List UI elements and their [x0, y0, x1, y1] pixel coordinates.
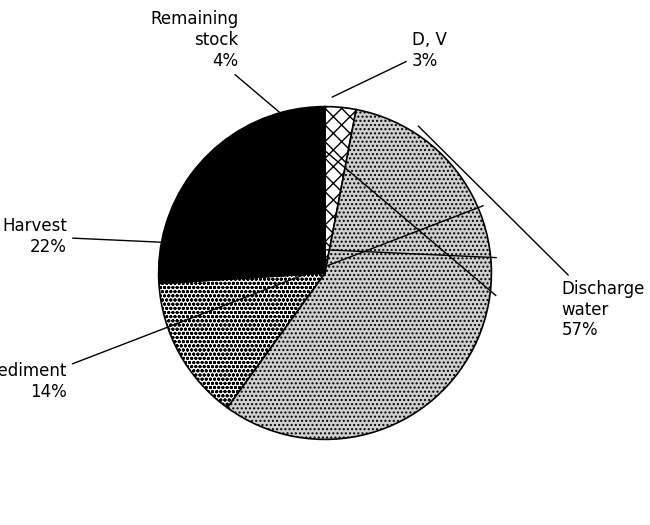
Wedge shape — [325, 107, 356, 273]
Wedge shape — [159, 112, 325, 284]
Text: Harvest
22%: Harvest 22% — [2, 217, 497, 258]
Text: Sediment
14%: Sediment 14% — [0, 206, 483, 401]
Wedge shape — [283, 107, 325, 273]
Wedge shape — [227, 110, 491, 439]
Text: Remaining
stock
4%: Remaining stock 4% — [150, 10, 496, 296]
Wedge shape — [159, 273, 325, 407]
Text: D, V
3%: D, V 3% — [332, 31, 447, 97]
Text: Discharge
water
57%: Discharge water 57% — [418, 126, 645, 339]
